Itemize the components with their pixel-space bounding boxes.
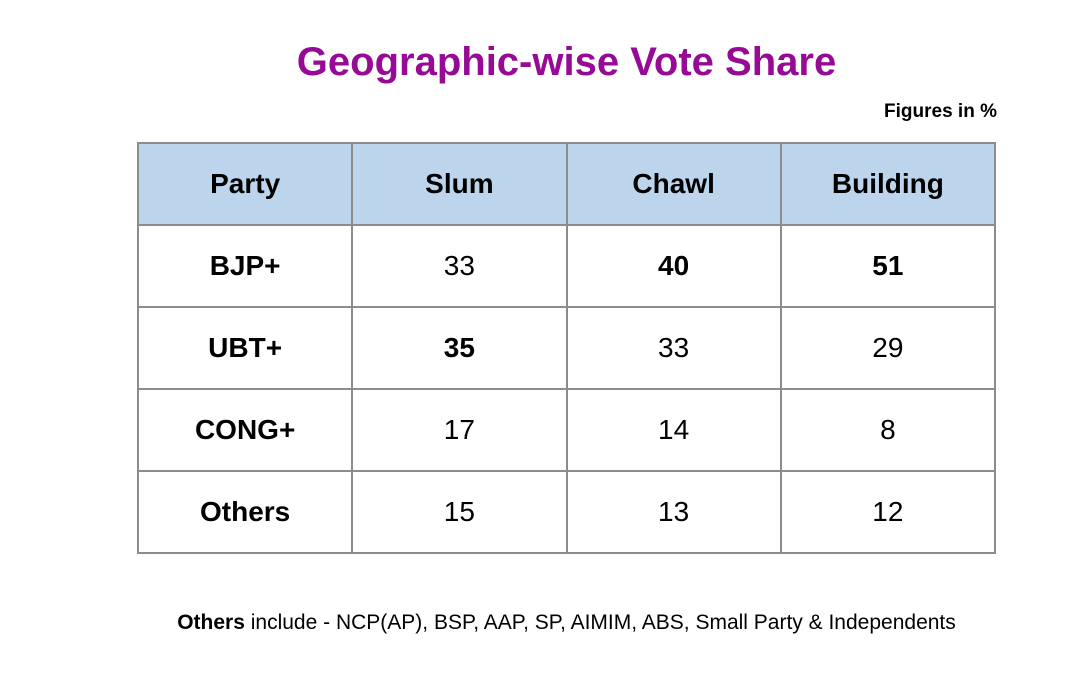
table-row: CONG+ 17 14 8 xyxy=(136,388,997,472)
footnote-text: include - NCP(AP), BSP, AAP, SP, AIMIM, … xyxy=(244,611,956,634)
value-cell-chawl: 40 xyxy=(565,224,782,308)
value-cell-slum: 15 xyxy=(351,470,568,554)
footnote-bold: Others xyxy=(177,611,245,634)
value-cell-chawl: 14 xyxy=(565,388,782,472)
column-header-chawl: Chawl xyxy=(565,142,782,226)
value-cell-building: 29 xyxy=(779,306,997,390)
table-body: BJP+ 33 40 51 UBT+ 35 33 29 CONG+ 17 14 8 Others 15 13… xyxy=(136,224,997,554)
table-row: Others 15 13 12 xyxy=(136,470,997,554)
footnote: Others include - NCP(AP), BSP, AAP, SP, … xyxy=(0,611,1069,635)
value-cell-chawl: 33 xyxy=(565,306,782,390)
value-cell-slum: 35 xyxy=(351,306,568,390)
units-note: Figures in % xyxy=(884,101,997,122)
value-cell-chawl: 13 xyxy=(565,470,782,554)
party-cell: BJP+ xyxy=(136,224,354,308)
table-row: BJP+ 33 40 51 xyxy=(136,224,997,308)
value-cell-building: 12 xyxy=(779,470,997,554)
party-cell: CONG+ xyxy=(136,388,354,472)
table-row: UBT+ 35 33 29 xyxy=(136,306,997,390)
chart-title: Geographic-wise Vote Share xyxy=(296,40,837,84)
value-cell-building: 51 xyxy=(779,224,997,308)
column-header-building: Building xyxy=(779,142,997,226)
column-header-party: Party xyxy=(136,142,354,226)
value-cell-building: 8 xyxy=(779,388,997,472)
party-cell: UBT+ xyxy=(136,306,354,390)
value-cell-slum: 33 xyxy=(351,224,568,308)
party-cell: Others xyxy=(136,470,354,554)
table-header-row: Party Slum Chawl Building xyxy=(136,142,997,226)
value-cell-slum: 17 xyxy=(351,388,568,472)
column-header-slum: Slum xyxy=(351,142,568,226)
vote-share-table: Party Slum Chawl Building BJP+ 33 40 51 UBT+… xyxy=(136,142,997,554)
